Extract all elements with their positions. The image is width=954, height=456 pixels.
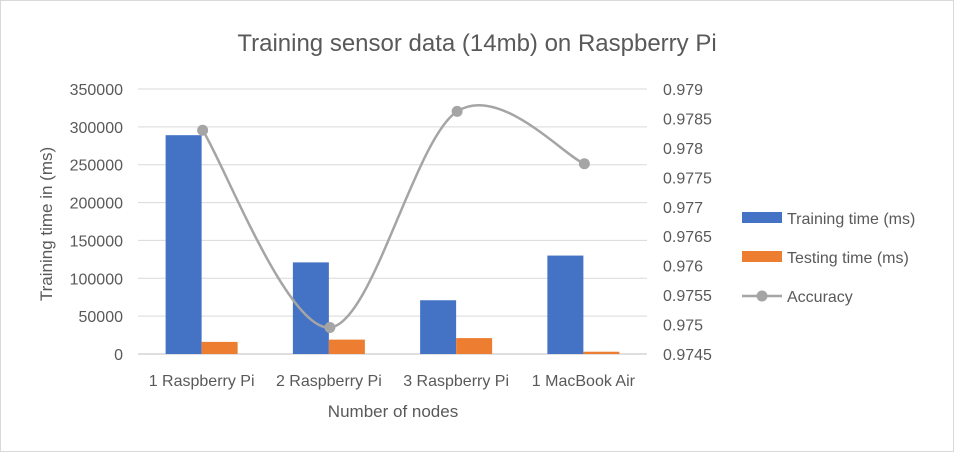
bar (456, 338, 493, 354)
y2-tick-label: 0.9785 (663, 111, 712, 128)
y2-tick-label: 0.9775 (663, 170, 712, 187)
y2-tick-label: 0.976 (663, 259, 703, 276)
y-tick-label: 150000 (70, 233, 123, 250)
bar (328, 339, 365, 354)
legend-swatch (742, 212, 782, 223)
chart-title: Training sensor data (14mb) on Raspberry… (237, 30, 716, 57)
y-tick-label: 100000 (70, 271, 123, 288)
y-tick-label: 50000 (79, 309, 124, 326)
legend-label: Accuracy (787, 289, 853, 306)
bar (583, 351, 620, 354)
y2-tick-label: 0.975 (663, 318, 703, 335)
bar (201, 341, 238, 354)
bars (165, 135, 620, 354)
accuracy-line (197, 103, 590, 333)
legend-label: Testing time (ms) (787, 250, 909, 267)
legend-label: Training time (ms) (787, 211, 915, 228)
bar (165, 135, 202, 354)
y-axis-ticks: 0 50000 100000 150000 200000 250000 300000 3500… (70, 82, 123, 364)
legend: Training time (ms) Testing time (ms) Accur… (742, 211, 915, 306)
y-tick-label: 350000 (70, 82, 123, 99)
accuracy-marker (324, 322, 336, 333)
y2-tick-label: 0.978 (663, 141, 703, 158)
accuracy-line-path (201, 103, 585, 329)
y-tick-label: 300000 (70, 120, 123, 137)
y2-tick-label: 0.9755 (663, 288, 712, 305)
y-axis-label: Training time in (ms) (37, 147, 56, 301)
gridlines (138, 88, 647, 355)
y-tick-label: 0 (114, 347, 123, 364)
x-tick-label: 1 MacBook Air (532, 373, 636, 390)
x-tick-label: 2 Raspberry Pi (276, 373, 382, 390)
y-tick-label: 200000 (70, 196, 123, 213)
accuracy-marker (578, 158, 590, 170)
accuracy-marker (451, 105, 463, 117)
y2-tick-label: 0.977 (663, 200, 703, 217)
x-axis-label: Number of nodes (328, 402, 458, 421)
y-tick-label: 250000 (70, 158, 123, 175)
y2-tick-label: 0.979 (663, 82, 703, 99)
y2-tick-label: 0.9765 (663, 229, 712, 246)
x-tick-label: 1 Raspberry Pi (149, 373, 255, 390)
legend-swatch (742, 251, 782, 262)
bar (547, 255, 584, 354)
x-axis-ticks: 1 Raspberry Pi 2 Raspberry Pi 3 Raspberry … (149, 373, 636, 390)
legend-marker (756, 290, 768, 302)
y2-axis-ticks: 0.9745 0.975 0.9755 0.976 0.9765 0.977 0.9775 0… (663, 82, 712, 364)
y2-tick-label: 0.9745 (663, 347, 712, 364)
bar (420, 300, 457, 354)
accuracy-marker (197, 124, 209, 136)
x-tick-label: 3 Raspberry Pi (403, 373, 509, 390)
